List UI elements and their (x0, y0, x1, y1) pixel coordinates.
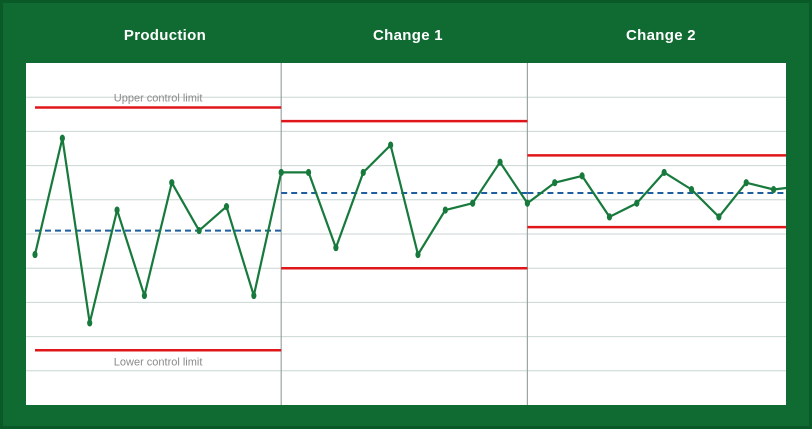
data-point (333, 244, 339, 252)
upper-control-limit-label: Upper control limit (114, 92, 203, 104)
data-point (442, 206, 448, 214)
phase-title-change-2: Change 2 (626, 27, 696, 44)
data-point (87, 319, 93, 327)
data-point (497, 158, 503, 166)
data-point (278, 168, 284, 177)
data-point (360, 168, 366, 177)
data-point (223, 203, 230, 211)
data-point (388, 141, 394, 149)
data-point (579, 172, 585, 180)
phase-title-production: Production (123, 27, 207, 44)
data-point (114, 206, 120, 214)
data-point (59, 134, 65, 142)
data-point (305, 168, 312, 177)
data-point (415, 250, 421, 259)
data-point (743, 179, 749, 187)
data-point (716, 213, 722, 221)
data-point (606, 213, 613, 221)
data-point (196, 226, 202, 235)
data-points (32, 134, 777, 327)
control-chart-plot: Upper control limit Lower control limit (26, 63, 786, 405)
phase-title-change-1: Change 1 (373, 27, 443, 44)
gridlines (26, 96, 786, 372)
data-point (552, 179, 558, 187)
data-point (688, 185, 695, 194)
data-point (32, 250, 38, 259)
data-point (251, 291, 257, 300)
data-point (169, 179, 175, 187)
data-point (770, 185, 777, 194)
control-limit-labels: Upper control limit Lower control limit (114, 92, 203, 368)
data-point (141, 291, 148, 300)
data-point (524, 199, 530, 207)
lower-control-limit-label: Lower control limit (114, 356, 203, 368)
data-point (634, 199, 640, 207)
data-point (470, 199, 476, 207)
data-point (661, 168, 667, 177)
